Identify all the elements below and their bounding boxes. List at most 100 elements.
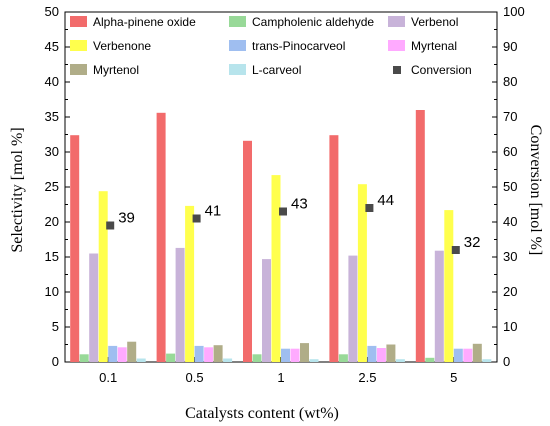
- y2-tick-label: 0: [503, 354, 510, 369]
- conversion-point: [279, 207, 287, 216]
- conversion-point: [106, 221, 115, 230]
- conversion-point: [192, 214, 201, 223]
- bar-myrtenal: [204, 347, 214, 362]
- legend-swatch: [388, 40, 405, 51]
- bar-verbenone: [185, 205, 195, 362]
- legend-swatch: [70, 40, 87, 51]
- legend-swatch: [70, 16, 87, 27]
- y2-tick-label: 30: [503, 249, 517, 264]
- y2-tick-label: 80: [503, 74, 517, 89]
- bar-l-carveol: [136, 358, 146, 362]
- conversion-layer: 39 41 43 44 32: [106, 192, 480, 254]
- legend-marker: [393, 66, 401, 74]
- bar-myrtenal: [117, 347, 127, 362]
- legend-label: Alpha-pinene oxide: [93, 15, 196, 29]
- x-tick-label: 0.5: [186, 370, 204, 385]
- legend-label: Myrtenol: [93, 63, 139, 77]
- bar-campholenic-aldehyde: [338, 354, 348, 362]
- bar-myrtenol: [472, 343, 482, 362]
- legend-swatch: [388, 16, 405, 27]
- bars-layer: [70, 110, 492, 362]
- bar-l-carveol: [482, 359, 492, 362]
- y2-tick-label: 90: [503, 39, 517, 54]
- bar-verbenone: [444, 210, 454, 362]
- bar-myrtenol: [300, 343, 309, 362]
- y-tick-label: 30: [45, 144, 59, 159]
- y2-tick-label: 70: [503, 109, 517, 124]
- bar-verbenone: [271, 175, 281, 362]
- bar-l-carveol: [223, 358, 233, 362]
- bar-alpha-pinene-oxide: [329, 135, 339, 362]
- conversion-data-label: 44: [377, 192, 394, 209]
- legend-label: Verbenone: [93, 39, 151, 53]
- legend-swatch: [229, 16, 246, 27]
- bar-trans-pinocarveol: [453, 348, 463, 362]
- bar-alpha-pinene-oxide: [243, 140, 252, 362]
- legend-label: Conversion: [411, 63, 472, 77]
- bar-myrtenal: [463, 348, 473, 362]
- conversion-data-label: 41: [205, 203, 222, 220]
- y2-tick-label: 100: [503, 4, 525, 19]
- x-tick-label: 2.5: [358, 370, 376, 385]
- bar-verbenone: [98, 191, 108, 362]
- y-tick-label: 35: [45, 109, 59, 124]
- bar-verbenol: [348, 255, 358, 362]
- y-tick-label: 25: [45, 179, 59, 194]
- y-tick-label: 0: [52, 354, 59, 369]
- conversion-data-label: 39: [118, 210, 135, 227]
- bar-alpha-pinene-oxide: [156, 112, 166, 362]
- y-axis-title: Selectivity [mol %]: [9, 127, 26, 252]
- bar-trans-pinocarveol: [367, 345, 377, 362]
- bar-verbenol: [262, 259, 271, 362]
- legend-swatch: [229, 40, 246, 51]
- bar-l-carveol: [309, 359, 319, 362]
- conversion-point: [451, 246, 460, 254]
- bar-verbenol: [89, 253, 99, 362]
- bar-verbenol: [434, 250, 444, 362]
- bar-campholenic-aldehyde: [166, 353, 176, 362]
- bar-campholenic-aldehyde: [79, 354, 89, 362]
- y2-tick-label: 40: [503, 214, 517, 229]
- bar-myrtenal: [376, 348, 386, 362]
- bar-trans-pinocarveol: [194, 345, 204, 362]
- y-tick-label: 45: [45, 39, 59, 54]
- legend-swatch: [229, 64, 246, 75]
- x-axis-title: Catalysts content (wt%): [185, 405, 339, 422]
- y2-tick-label: 60: [503, 144, 517, 159]
- conversion-point: [365, 204, 374, 212]
- bar-campholenic-aldehyde: [425, 357, 435, 362]
- y-tick-label: 20: [45, 214, 59, 229]
- bar-alpha-pinene-oxide: [70, 135, 80, 362]
- y-tick-label: 10: [45, 284, 59, 299]
- bar-l-carveol: [395, 359, 405, 362]
- x-tick-label: 5: [450, 370, 457, 385]
- x-tick-label: 0.1: [99, 370, 117, 385]
- legend-label: L-carveol: [252, 63, 301, 77]
- y2-tick-label: 10: [503, 319, 517, 334]
- x-tick-label: 1: [277, 370, 284, 385]
- y-tick-label: 15: [45, 249, 59, 264]
- legend: Alpha-pinene oxide Campholenic aldehyde Ve…: [70, 15, 472, 77]
- bar-campholenic-aldehyde: [252, 354, 262, 362]
- legend-label: Campholenic aldehyde: [252, 15, 374, 29]
- conversion-data-label: 43: [291, 196, 308, 213]
- bar-myrtenol: [127, 341, 137, 362]
- bar-verbenol: [175, 247, 185, 362]
- bar-myrtenal: [290, 348, 300, 362]
- bar-verbenone: [357, 184, 367, 362]
- bar-myrtenol: [386, 344, 396, 362]
- bar-trans-pinocarveol: [108, 345, 118, 362]
- y-tick-label: 40: [45, 74, 59, 89]
- legend-swatch: [70, 64, 87, 75]
- bar-myrtenol: [213, 345, 223, 362]
- y-tick-label: 5: [52, 319, 59, 334]
- y2-axis-title: Conversion [mol %]: [527, 125, 544, 256]
- legend-label: trans-Pinocarveol: [252, 39, 345, 53]
- y2-tick-label: 20: [503, 284, 517, 299]
- bar-trans-pinocarveol: [281, 348, 290, 362]
- legend-label: Verbenol: [411, 15, 458, 29]
- conversion-data-label: 32: [464, 234, 481, 251]
- y2-tick-label: 50: [503, 179, 517, 194]
- bar-alpha-pinene-oxide: [415, 110, 425, 362]
